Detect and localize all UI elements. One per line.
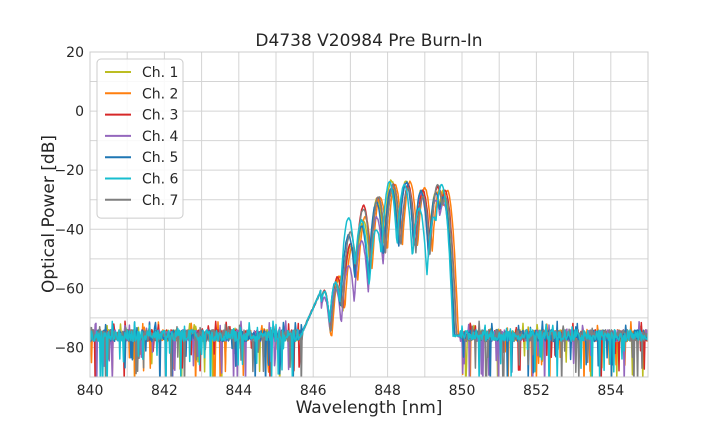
x-axis-title: Wavelength [nm] xyxy=(296,398,443,418)
y-tick-label: 0 xyxy=(75,104,84,120)
plot-frame xyxy=(89,51,649,378)
x-tick-label: 852 xyxy=(523,383,550,399)
legend-label: Ch. 7 xyxy=(142,193,178,209)
legend-label: Ch. 6 xyxy=(142,172,179,188)
legend: Ch. 1 Ch. 2 Ch. 3 Ch. 4 Ch. 5 Ch. 6 Ch. 7 xyxy=(96,58,184,219)
x-tick-label: 850 xyxy=(449,383,476,399)
x-tick-label: 846 xyxy=(300,383,327,399)
legend-label: Ch. 4 xyxy=(142,129,179,145)
chart-title: D4738 V20984 Pre Burn-In xyxy=(255,31,482,51)
y-tick-labels: 20 0 −20 −40 −60 −80 xyxy=(54,45,84,356)
y-tick-label: 20 xyxy=(66,45,84,61)
legend-label: Ch. 2 xyxy=(142,86,178,102)
y-tick-label: −40 xyxy=(54,222,84,238)
x-tick-label: 854 xyxy=(597,383,624,399)
y-axis-title: Optical Power [dB] xyxy=(39,135,59,293)
y-tick-label: −80 xyxy=(54,340,84,356)
series-layer xyxy=(90,179,648,377)
x-tick-label: 844 xyxy=(225,383,252,399)
y-tick-label: −20 xyxy=(54,163,84,179)
y-tick-label: −60 xyxy=(54,281,84,297)
x-tick-label: 840 xyxy=(77,383,104,399)
legend-label: Ch. 3 xyxy=(142,108,178,124)
series-line xyxy=(90,180,648,377)
x-tick-labels: 840 842 844 846 848 850 852 854 xyxy=(77,383,625,399)
legend-label: Ch. 1 xyxy=(142,65,178,81)
x-tick-label: 842 xyxy=(151,383,178,399)
legend-label: Ch. 5 xyxy=(142,150,178,166)
x-tick-label: 848 xyxy=(374,383,401,399)
